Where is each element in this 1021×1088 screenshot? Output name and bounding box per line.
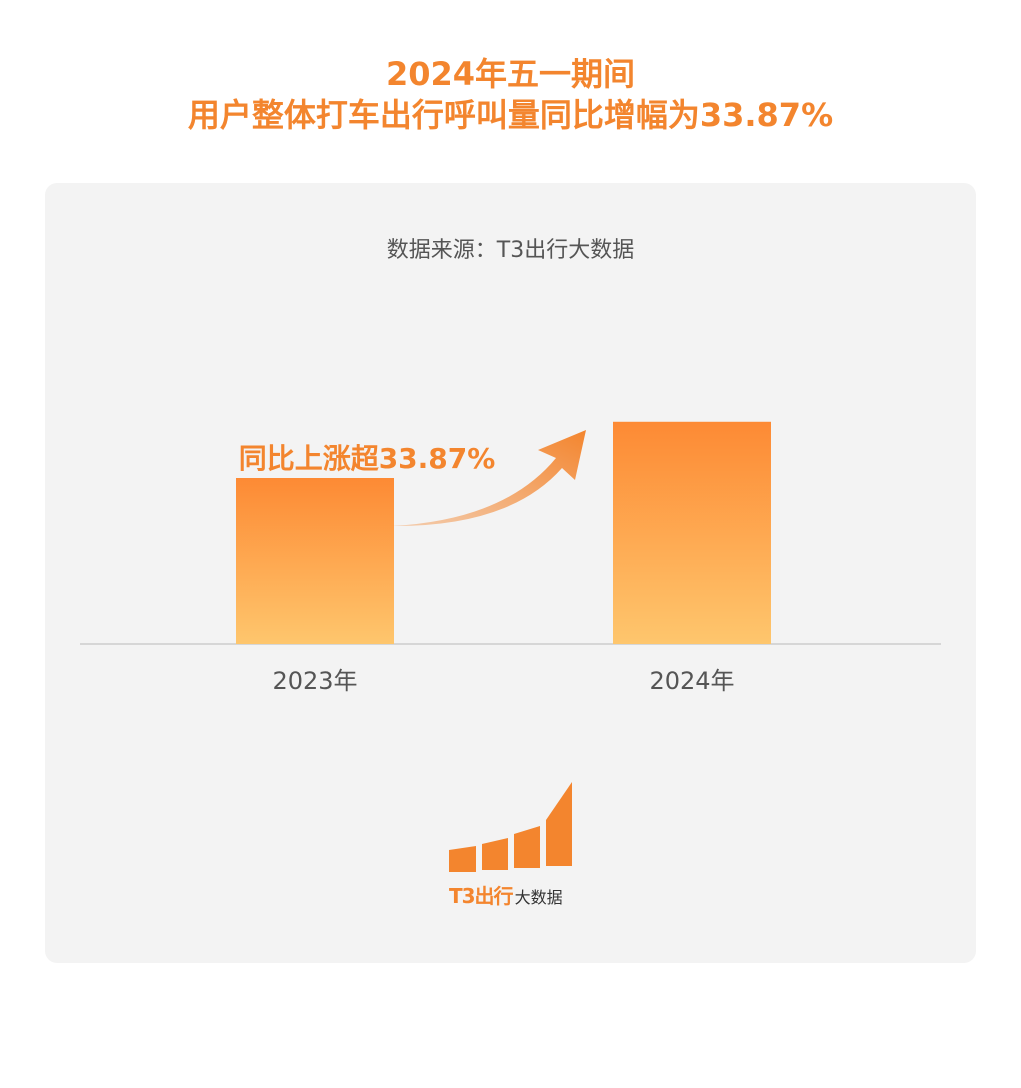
x-tick-label-0: 2023年 (272, 667, 357, 695)
title-line-1: 2024年五一期间 (385, 55, 636, 93)
bar-0 (236, 478, 394, 644)
growth-arrow (392, 430, 586, 527)
data-source-label: 数据来源：T3出行大数据 (386, 238, 635, 263)
growth-annotation: 同比上涨超33.87% (239, 442, 496, 475)
bar-1 (613, 421, 771, 644)
title-line-2: 用户整体打车出行呼叫量同比增幅为33.87% (187, 96, 834, 134)
x-tick-label-1: 2024年 (649, 667, 734, 695)
chart-card (45, 183, 976, 963)
logo-text: T3出行 大数据 (449, 884, 563, 910)
logo-suffix: 大数据 (514, 888, 563, 907)
t3-bigdata-logo-icon (449, 782, 572, 872)
logo-brand: T3出行 (449, 884, 514, 908)
